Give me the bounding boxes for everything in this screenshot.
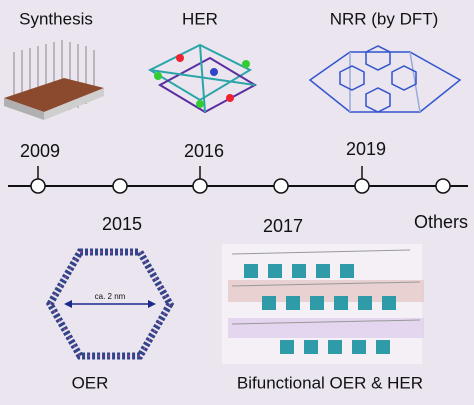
year-label: 2016 (184, 141, 224, 161)
panel-label: HER (182, 9, 218, 28)
year-label: 2009 (20, 141, 60, 161)
her-image (147, 43, 258, 114)
year-label: 2017 (263, 216, 303, 236)
oer-image (45, 248, 175, 360)
panel-label: Bifunctional OER & HER (237, 373, 423, 392)
year-label: 2019 (346, 139, 386, 159)
bifunctional-image (222, 244, 424, 364)
year-label: Others (414, 212, 468, 232)
synthesis-image (4, 40, 104, 120)
panel-label: NRR (by DFT) (330, 9, 439, 28)
nrr-image (308, 45, 462, 113)
annotation: ca. 2 nm (95, 292, 126, 301)
timeline-nodes (30, 166, 451, 194)
panel-label: Synthesis (19, 9, 93, 28)
year-label: 2015 (102, 214, 142, 234)
panel-label: OER (72, 373, 109, 392)
